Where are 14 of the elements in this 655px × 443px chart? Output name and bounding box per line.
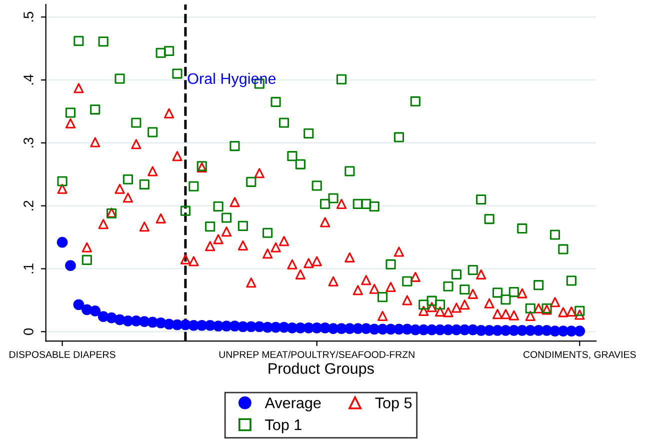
legend-label: Average: [264, 398, 321, 412]
legend-label: Top 1: [265, 420, 302, 434]
y-tick-label: .5: [24, 12, 34, 22]
x-axis-title: Product Groups: [268, 362, 374, 377]
legend-label: Top 5: [375, 398, 412, 412]
y-tick-label: .1: [24, 264, 34, 274]
annotation: Oral Hygiene: [188, 72, 276, 88]
x-tick-label: UNPREP MEAT/POULTRY/SEAFOOD-FRZN: [219, 350, 414, 358]
x-tick-label: CONDIMENTS, GRAVIES: [523, 351, 636, 360]
y-tick-label: 0: [24, 328, 34, 335]
y-tick-label: .2: [24, 200, 34, 210]
y-tick-label: .4: [24, 74, 34, 84]
x-tick-label: DISPOSABLE DIAPERS: [10, 351, 116, 358]
y-tick-label: .3: [24, 138, 34, 148]
